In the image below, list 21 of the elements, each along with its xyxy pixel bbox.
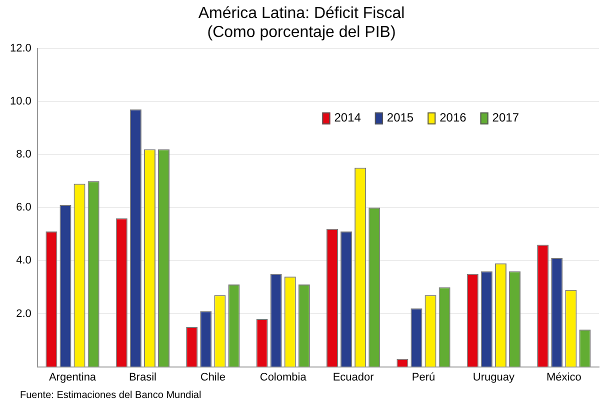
legend-label: 2016 xyxy=(440,110,467,125)
x-tick-label: Argentina xyxy=(48,371,97,384)
x-tick-label: Chile xyxy=(200,371,226,384)
y-tick-label: 6.0 xyxy=(16,202,32,214)
x-tick-label: Brasil xyxy=(128,371,156,384)
y-tick-label: 4.0 xyxy=(16,254,32,267)
x-tick-label: Colombia xyxy=(260,371,308,384)
legend-label: 2014 xyxy=(334,110,362,125)
y-tick-label: 8.0 xyxy=(16,148,32,161)
chart-subtitle: (Como porcentaje del PIB) xyxy=(207,24,396,42)
x-tick-label: Uruguay xyxy=(472,371,515,384)
legend-label: 2017 xyxy=(492,110,520,125)
source-note: Fuente: Estimaciones del Banco Mundial xyxy=(20,390,202,401)
x-tick-label: México xyxy=(546,371,582,384)
x-tick-label: Perú xyxy=(412,371,436,384)
chart-title: América Latina: Déficit Fiscal xyxy=(198,5,405,22)
y-tick-label: 2.0 xyxy=(16,308,32,320)
y-tick-label: 12.0 xyxy=(10,42,32,54)
x-tick-label: Ecuador xyxy=(332,371,374,384)
legend-label: 2015 xyxy=(386,110,414,125)
y-tick-label: 10.0 xyxy=(10,96,32,108)
